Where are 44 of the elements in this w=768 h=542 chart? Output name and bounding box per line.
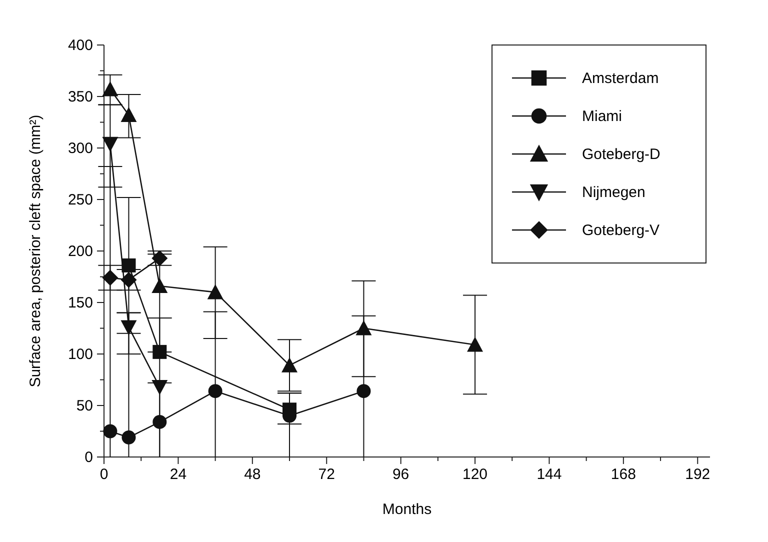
point — [102, 81, 118, 96]
y-tick-label: 100 — [68, 346, 93, 363]
y-tick-label: 400 — [68, 37, 93, 54]
legend-label: Miami — [582, 108, 622, 125]
legend-label: Amsterdam — [582, 70, 659, 87]
point — [282, 357, 298, 372]
point — [152, 414, 167, 429]
y-tick-label: 300 — [68, 140, 93, 157]
x-tick-label: 72 — [318, 466, 335, 483]
legend-label: Nijmegen — [582, 184, 646, 201]
x-axis-title: Months — [382, 501, 432, 518]
point — [208, 384, 222, 398]
y-tick-label: 0 — [84, 449, 93, 466]
point — [152, 380, 168, 395]
y-tick-label: 250 — [68, 192, 93, 208]
x-tick-label: 120 — [462, 466, 488, 483]
point — [207, 284, 224, 300]
point — [103, 424, 118, 438]
x-tick-label: 0 — [100, 466, 108, 483]
point — [120, 320, 137, 336]
point — [152, 344, 167, 359]
point — [356, 384, 371, 398]
y-tick-label: 200 — [68, 243, 93, 260]
point — [102, 136, 118, 152]
legend-label: Goteberg-V — [582, 222, 660, 239]
x-tick-label: 144 — [536, 466, 562, 483]
x-tick-label: 192 — [685, 466, 710, 483]
point — [120, 272, 137, 288]
x-tick-label: 48 — [244, 466, 261, 483]
point — [122, 430, 136, 444]
point — [102, 270, 118, 286]
y-tick-label: 350 — [68, 88, 93, 106]
y-axis-title: Surface area, posterior cleft space (mm²) — [27, 114, 44, 388]
point — [356, 320, 372, 336]
legend-label: Goteberg-D — [582, 146, 661, 163]
y-tick-label: 50 — [76, 398, 93, 414]
point — [152, 278, 168, 294]
x-tick-label: 96 — [392, 466, 410, 483]
y-tick-label: 150 — [68, 294, 93, 312]
x-tick-label: 168 — [610, 466, 636, 483]
point — [120, 107, 137, 122]
point — [152, 250, 168, 266]
x-tick-label: 24 — [170, 466, 187, 483]
point — [467, 336, 484, 352]
